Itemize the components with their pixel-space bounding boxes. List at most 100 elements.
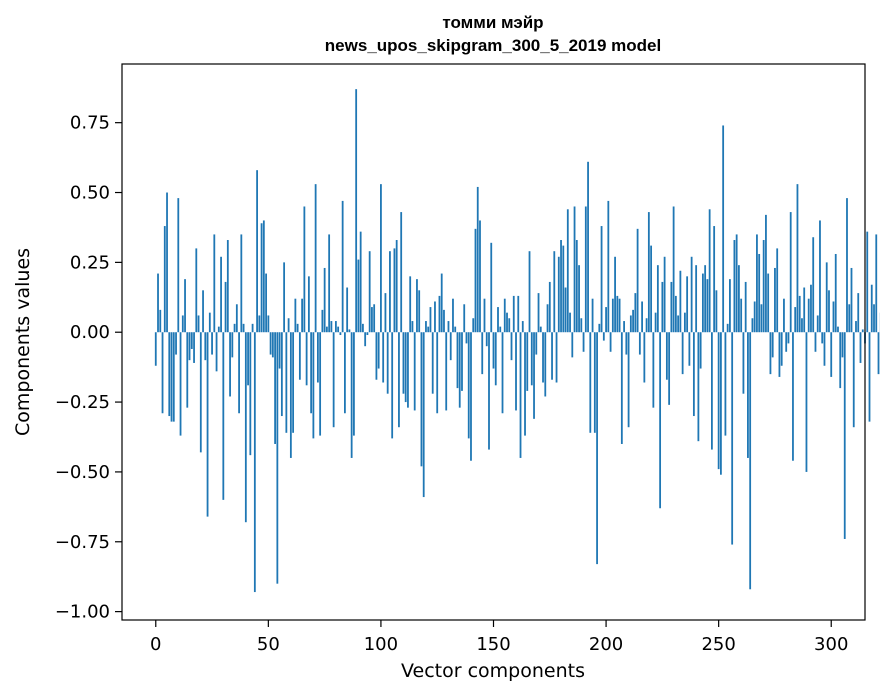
bar xyxy=(407,332,409,408)
bar xyxy=(866,231,869,333)
bar xyxy=(717,332,720,470)
bar xyxy=(744,281,747,333)
bar xyxy=(602,332,605,341)
bar xyxy=(614,256,616,333)
bar xyxy=(803,287,806,333)
bar xyxy=(839,332,842,389)
bar xyxy=(783,298,785,333)
bar xyxy=(319,332,322,436)
bar xyxy=(494,332,497,386)
bar xyxy=(208,312,211,333)
y-tick-label: 0.50 xyxy=(70,183,110,204)
bar xyxy=(325,326,328,333)
bar xyxy=(870,284,873,333)
bar xyxy=(490,242,493,333)
bar xyxy=(355,89,358,333)
chart-title-line2: news_upos_skipgram_300_5_2019 model xyxy=(325,36,661,55)
bar xyxy=(821,332,824,344)
bar xyxy=(409,276,412,333)
bar xyxy=(706,279,709,333)
bar xyxy=(850,267,853,333)
bar xyxy=(368,251,371,333)
bar xyxy=(298,332,301,380)
bar xyxy=(686,276,689,333)
bar xyxy=(271,332,274,358)
bar xyxy=(794,307,797,333)
bar xyxy=(362,323,364,333)
y-tick-label: −0.75 xyxy=(55,532,110,553)
bar xyxy=(771,332,774,358)
bar xyxy=(580,318,583,333)
bar xyxy=(416,279,418,333)
bar xyxy=(461,332,463,391)
bar xyxy=(542,332,544,383)
bar xyxy=(780,332,783,366)
bar xyxy=(386,332,389,394)
y-axis-label: Components values xyxy=(12,248,34,436)
bar xyxy=(659,332,662,509)
bar xyxy=(199,332,202,453)
bars-group xyxy=(154,89,880,593)
bar xyxy=(346,287,349,333)
bar xyxy=(467,332,470,439)
bar xyxy=(792,332,794,461)
bar xyxy=(605,307,607,333)
bar xyxy=(643,332,646,383)
bar xyxy=(789,212,792,333)
bar xyxy=(443,309,445,333)
bar xyxy=(438,295,441,333)
x-tick-label: 50 xyxy=(257,634,280,655)
bar xyxy=(753,301,756,333)
bar xyxy=(692,332,695,417)
bar xyxy=(830,332,833,377)
bar xyxy=(190,332,193,349)
x-tick-label: 150 xyxy=(476,634,510,655)
bar xyxy=(393,248,396,333)
bar xyxy=(483,298,486,333)
bar xyxy=(751,318,754,333)
bar xyxy=(665,332,668,380)
chart-title-line1: томми мэйр xyxy=(442,13,543,32)
bar xyxy=(573,206,576,333)
bar xyxy=(848,304,851,333)
bar xyxy=(159,309,162,333)
bar xyxy=(488,332,490,450)
bar xyxy=(512,295,515,333)
bar xyxy=(593,332,596,433)
bar xyxy=(598,323,601,333)
bar xyxy=(670,281,673,333)
bar xyxy=(760,304,763,333)
bar xyxy=(711,332,713,450)
bar xyxy=(814,332,817,352)
bar xyxy=(776,248,779,333)
bar xyxy=(348,329,351,333)
bar xyxy=(584,206,587,333)
bar xyxy=(508,318,511,333)
bar xyxy=(629,315,632,333)
bar xyxy=(233,323,236,333)
y-tick-label: 0.75 xyxy=(70,113,110,134)
bar xyxy=(431,332,434,394)
bar xyxy=(618,298,621,333)
bar xyxy=(668,332,671,405)
bar xyxy=(519,332,522,458)
bar xyxy=(663,256,666,333)
bar xyxy=(785,332,788,352)
bar xyxy=(715,290,718,333)
bar xyxy=(377,332,380,369)
bar xyxy=(384,293,387,333)
x-tick-label: 100 xyxy=(364,634,398,655)
bar xyxy=(312,332,315,439)
bar xyxy=(222,332,225,500)
bar xyxy=(440,273,443,333)
bar xyxy=(515,332,517,411)
bar xyxy=(470,332,472,461)
bar xyxy=(816,315,819,333)
bar xyxy=(819,220,821,333)
bar xyxy=(184,279,186,333)
bar xyxy=(476,186,479,333)
bar xyxy=(524,332,526,436)
bar xyxy=(321,309,324,333)
bar xyxy=(247,332,249,386)
bar xyxy=(170,332,173,422)
